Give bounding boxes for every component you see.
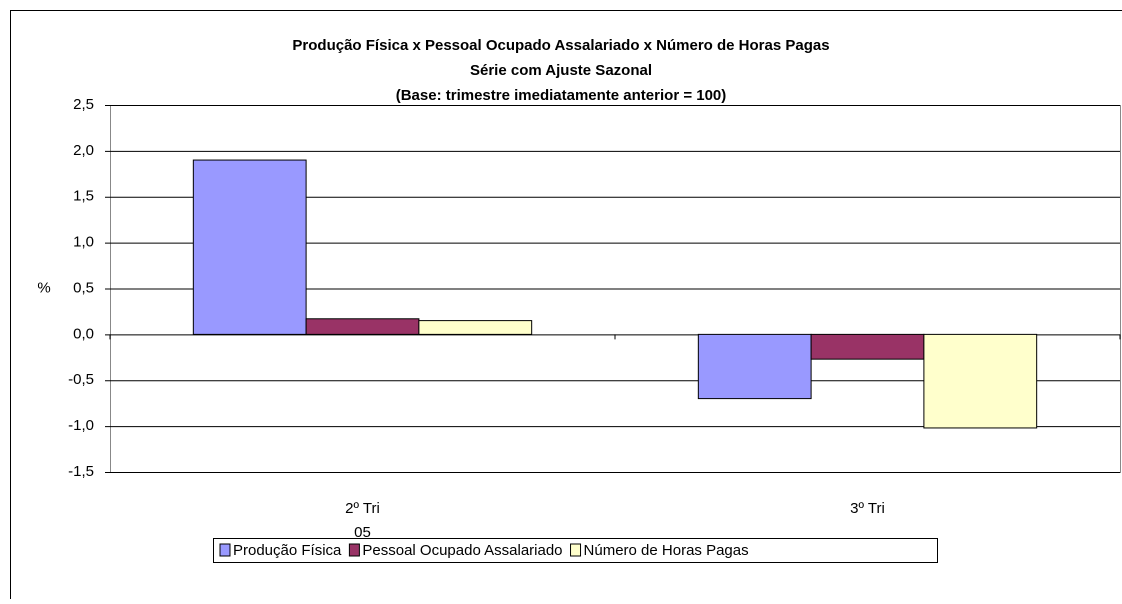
bar bbox=[924, 334, 1037, 428]
legend-label: Produção Física bbox=[233, 542, 342, 559]
y-tick-label: -0,5 bbox=[68, 371, 94, 388]
y-tick-label: 2,5 bbox=[73, 96, 94, 113]
chart-title: Produção Física x Pessoal Ocupado Assala… bbox=[292, 37, 829, 54]
bar bbox=[306, 319, 419, 335]
bar bbox=[811, 334, 924, 359]
y-tick-label: -1,0 bbox=[68, 417, 94, 434]
legend-label: Número de Horas Pagas bbox=[584, 542, 749, 559]
legend-swatch bbox=[571, 544, 581, 556]
bar bbox=[419, 321, 532, 335]
y-tick-label: 2,0 bbox=[73, 142, 94, 159]
y-tick-label: 0,0 bbox=[73, 325, 94, 342]
legend-swatch bbox=[220, 544, 230, 556]
chart-title: Série com Ajuste Sazonal bbox=[470, 62, 652, 79]
y-tick-label: -1,5 bbox=[68, 463, 94, 480]
chart-title: (Base: trimestre imediatamente anterior … bbox=[396, 87, 727, 104]
y-axis-label: % bbox=[37, 279, 50, 296]
bar bbox=[698, 334, 811, 398]
legend-label: Pessoal Ocupado Assalariado bbox=[362, 542, 562, 559]
y-tick-label: 0,5 bbox=[73, 279, 94, 296]
y-tick-label: 1,5 bbox=[73, 188, 94, 205]
x-tick-label: 3º Tri bbox=[850, 500, 885, 517]
y-tick-label: 1,0 bbox=[73, 234, 94, 251]
legend-swatch bbox=[349, 544, 359, 556]
bar bbox=[193, 160, 306, 334]
